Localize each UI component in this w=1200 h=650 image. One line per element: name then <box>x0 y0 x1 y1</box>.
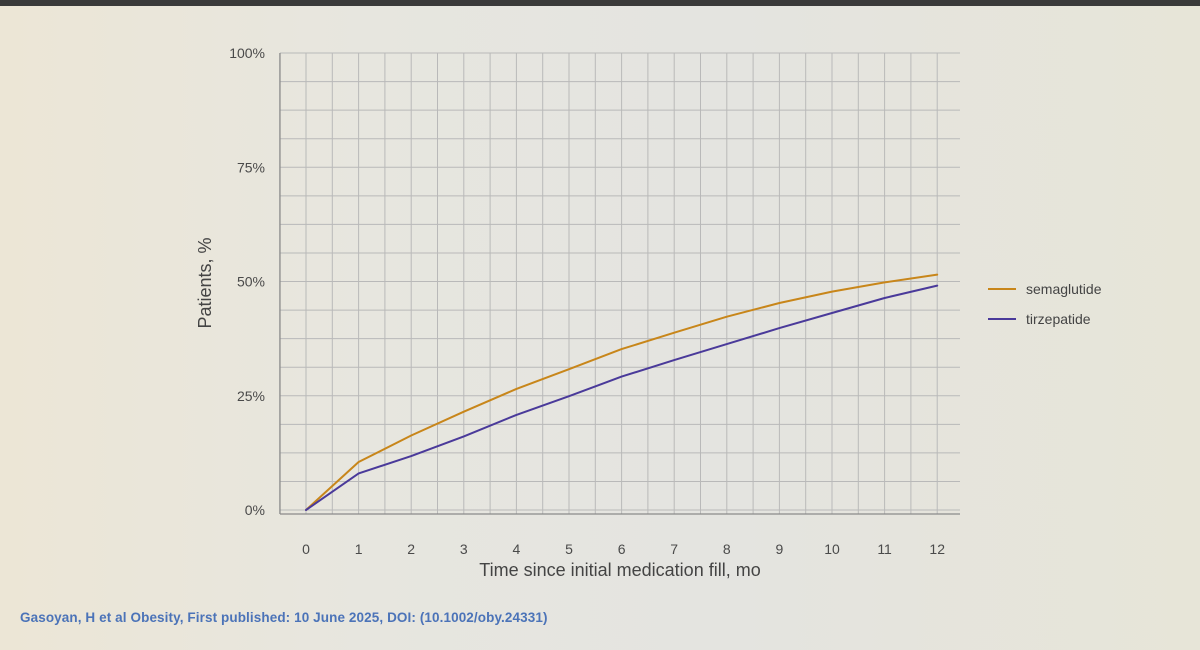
y-tick-label: 50% <box>237 274 265 290</box>
legend: semaglutide tirzepatide <box>988 281 1102 327</box>
citation: Gasoyan, H et al Obesity, First publishe… <box>20 610 548 625</box>
legend-label-tirzepatide: tirzepatide <box>1026 311 1091 327</box>
grid <box>279 52 960 514</box>
y-tick-label: 25% <box>237 388 265 404</box>
y-tick-label: 75% <box>237 159 265 175</box>
series <box>305 273 939 511</box>
y-tick-label: 0% <box>245 502 265 518</box>
axes <box>279 53 960 515</box>
y-tick-label: 100% <box>229 45 265 61</box>
x-tick-label: 2 <box>407 541 415 557</box>
top-border <box>0 0 1200 6</box>
series-line-semaglutide <box>305 273 939 511</box>
x-axis-title: Time since initial medication fill, mo <box>479 560 760 580</box>
y-axis-ticks: 0% 25% 50% 75% 100% <box>229 45 265 518</box>
legend-label-semaglutide: semaglutide <box>1026 281 1102 297</box>
x-tick-label: 3 <box>460 541 468 557</box>
x-tick-label: 10 <box>824 541 840 557</box>
x-tick-label: 9 <box>776 541 784 557</box>
x-tick-label: 0 <box>302 541 310 557</box>
x-tick-label: 4 <box>513 541 521 557</box>
x-tick-label: 1 <box>355 541 363 557</box>
x-axis-ticks: 0 1 2 3 4 5 6 7 8 9 10 11 12 <box>302 541 945 557</box>
series-line-tirzepatide <box>305 284 939 511</box>
x-tick-label: 6 <box>618 541 626 557</box>
x-tick-label: 12 <box>929 541 945 557</box>
x-tick-label: 7 <box>670 541 678 557</box>
x-tick-label: 5 <box>565 541 573 557</box>
x-tick-label: 8 <box>723 541 731 557</box>
y-axis-title: Patients, % <box>195 237 215 328</box>
x-tick-label: 11 <box>877 541 892 557</box>
